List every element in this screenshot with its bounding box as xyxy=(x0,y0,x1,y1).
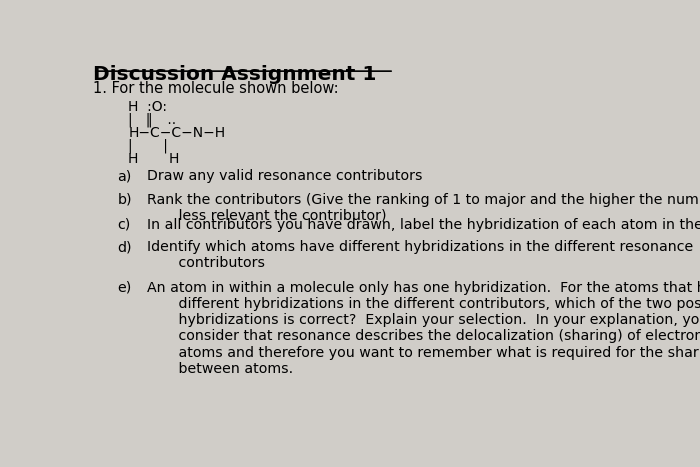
Text: H−C−C−N−H: H−C−C−N−H xyxy=(128,126,225,140)
Text: b): b) xyxy=(118,193,132,207)
Text: Discussion Assignment 1: Discussion Assignment 1 xyxy=(93,65,377,84)
Text: e): e) xyxy=(118,281,132,295)
Text: An atom in within a molecule only has one hybridization.  For the atoms that hav: An atom in within a molecule only has on… xyxy=(147,281,700,376)
Text: |       |: | | xyxy=(128,139,168,153)
Text: H       H: H H xyxy=(128,152,180,166)
Text: In all contributors you have drawn, label the hybridization of each atom in the : In all contributors you have drawn, labe… xyxy=(147,218,700,232)
Text: Draw any valid resonance contributors: Draw any valid resonance contributors xyxy=(147,170,423,184)
Text: a): a) xyxy=(118,170,132,184)
Text: 1. For the molecule shown below:: 1. For the molecule shown below: xyxy=(93,81,339,96)
Text: d): d) xyxy=(118,240,132,254)
Text: ..: .. xyxy=(128,113,176,127)
Text: Rank the contributors (Give the ranking of 1 to major and the higher the number,: Rank the contributors (Give the ranking … xyxy=(147,193,700,223)
Text: Identify which atoms have different hybridizations in the different resonance
  : Identify which atoms have different hybr… xyxy=(147,240,694,270)
Text: |   ‖: | ‖ xyxy=(128,113,153,127)
Text: c): c) xyxy=(118,218,131,232)
Text: H  :O:: H :O: xyxy=(128,100,167,114)
